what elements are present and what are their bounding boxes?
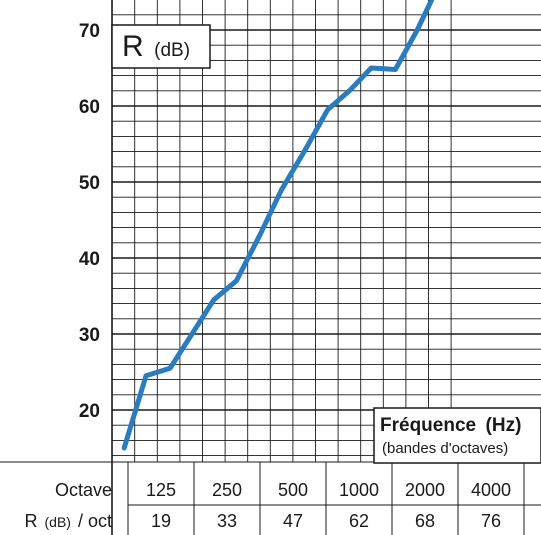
octave-cell: 2000: [405, 480, 445, 500]
octave-cell: 250: [212, 480, 242, 500]
octave-cell: 1000: [339, 480, 379, 500]
r-value-cell: 33: [217, 511, 237, 531]
row-label-r: R (dB) / oct: [25, 511, 113, 531]
r-value-cell: 62: [349, 511, 369, 531]
title-unit: (dB): [154, 40, 190, 61]
r-value-cell: 19: [151, 511, 171, 531]
r-value-cell: 76: [481, 511, 501, 531]
xlabel-unit: (Hz): [486, 415, 522, 436]
r-value-cell: 68: [415, 511, 435, 531]
chart-title: R (dB): [111, 24, 211, 69]
y-tick-label: 20: [79, 401, 100, 422]
y-tick-label: 70: [79, 21, 100, 42]
y-tick-label: 40: [79, 249, 100, 270]
x-axis-label: Fréquence (Hz) (bandes d'octaves): [373, 407, 541, 464]
xlabel-main: Fréquence: [380, 415, 476, 436]
octave-cell: 125: [146, 480, 176, 500]
svg-text:Fréquence (Hz): Fréquence (Hz): [380, 415, 521, 436]
y-tick-label: 30: [79, 325, 100, 346]
row-label-octave: Octave: [55, 480, 112, 500]
chart-grid: [111, 0, 541, 535]
r-value-cell: 47: [283, 511, 303, 531]
y-tick-label: 60: [79, 97, 100, 118]
svg-text:R (dB): R (dB): [122, 30, 190, 63]
octave-cell: 500: [278, 480, 308, 500]
octave-cell: 4000: [471, 480, 511, 500]
xlabel-sub: (bandes d'octaves): [382, 440, 508, 457]
octave-table-cells: 125 19 250 33 500 47 1000 62 2000 68 4000 76: [146, 480, 511, 531]
title-main: R: [122, 30, 144, 63]
y-tick-label: 50: [79, 173, 100, 194]
y-tick-labels: 20 30 40 50 60 70: [79, 21, 100, 422]
sound-reduction-curve: [121, 0, 435, 451]
